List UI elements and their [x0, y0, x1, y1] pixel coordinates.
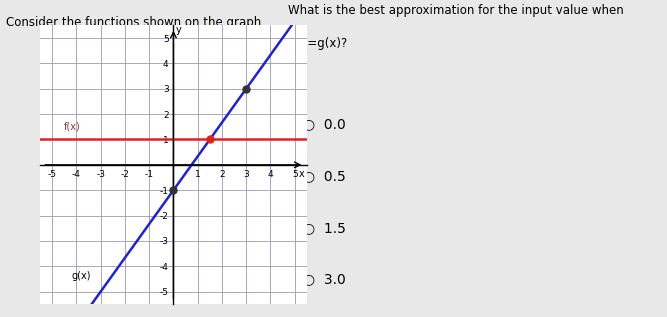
- Text: x: x: [299, 169, 305, 179]
- Text: y: y: [175, 25, 181, 36]
- Text: Consider the functions shown on the graph.: Consider the functions shown on the grap…: [5, 16, 265, 29]
- Text: g(x): g(x): [71, 271, 91, 281]
- Text: ○  0.5: ○ 0.5: [303, 169, 346, 183]
- Text: f(x): f(x): [64, 121, 81, 131]
- Text: What is the best approximation for the input value when: What is the best approximation for the i…: [288, 4, 624, 17]
- Text: ○  1.5: ○ 1.5: [303, 221, 346, 235]
- Text: ○  3.0: ○ 3.0: [303, 273, 346, 287]
- Text: ○  0.0: ○ 0.0: [303, 117, 346, 131]
- Text: f(x)=g(x)?: f(x)=g(x)?: [288, 37, 348, 50]
